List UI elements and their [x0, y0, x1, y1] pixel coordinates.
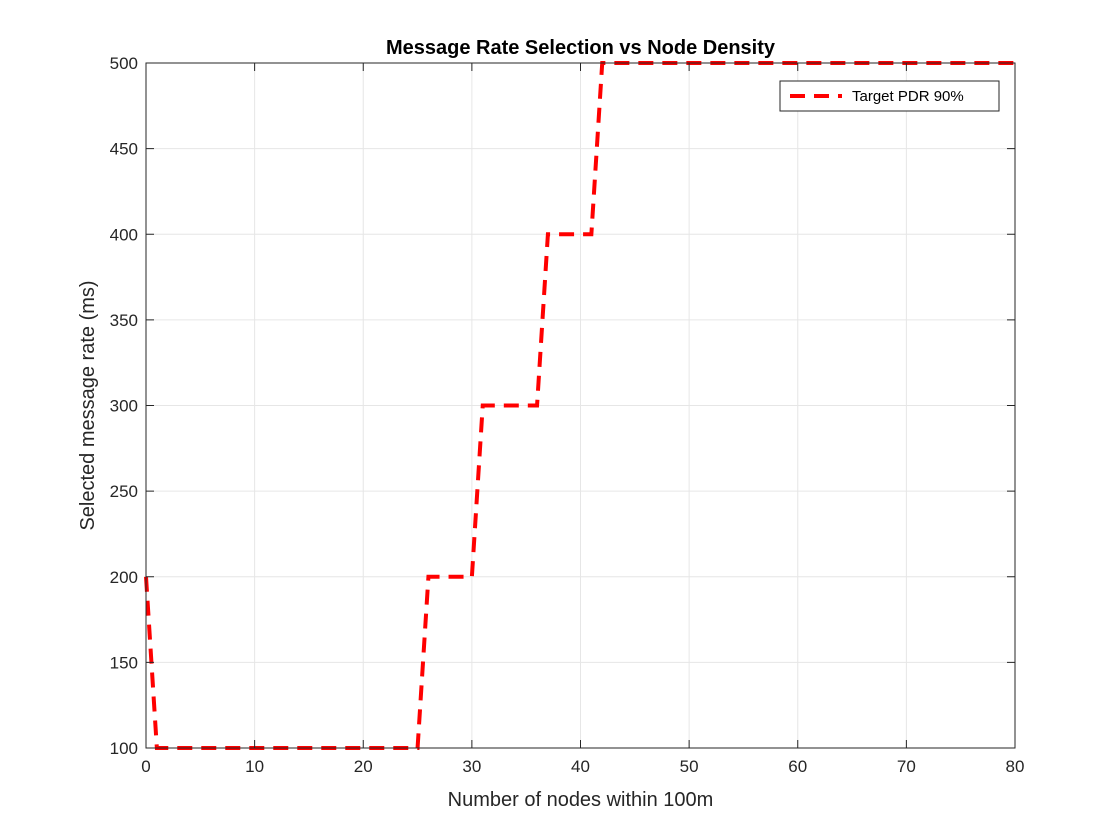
x-tick-label: 40	[571, 757, 590, 776]
y-tick-label: 400	[110, 225, 138, 244]
y-tick-label: 300	[110, 397, 138, 416]
y-tick-label: 450	[110, 140, 138, 159]
ticks: 0 10 20 30 40 50 60 70 80 100 150 200 250 300 350 400 45…	[110, 54, 1025, 776]
x-tick-label: 60	[788, 757, 807, 776]
y-tick-label: 250	[110, 482, 138, 501]
y-tick-label: 100	[110, 739, 138, 758]
y-tick-label: 200	[110, 568, 138, 587]
legend: Target PDR 90%	[779, 80, 1000, 112]
x-tick-label: 30	[462, 757, 481, 776]
x-tick-label: 50	[680, 757, 699, 776]
x-tick-label: 10	[245, 757, 264, 776]
x-tick-label: 70	[897, 757, 916, 776]
x-tick-label: 20	[354, 757, 373, 776]
y-tick-label: 500	[110, 54, 138, 73]
chart-title: Message Rate Selection vs Node Density	[386, 37, 776, 59]
legend-label: Target PDR 90%	[852, 88, 964, 105]
x-tick-label: 80	[1006, 757, 1025, 776]
y-axis-label: Selected message rate (ms)	[77, 280, 99, 530]
y-tick-label: 350	[110, 311, 138, 330]
x-tick-label: 0	[141, 757, 150, 776]
y-tick-label: 150	[110, 653, 138, 672]
x-axis-label: Number of nodes within 100m	[448, 789, 714, 811]
